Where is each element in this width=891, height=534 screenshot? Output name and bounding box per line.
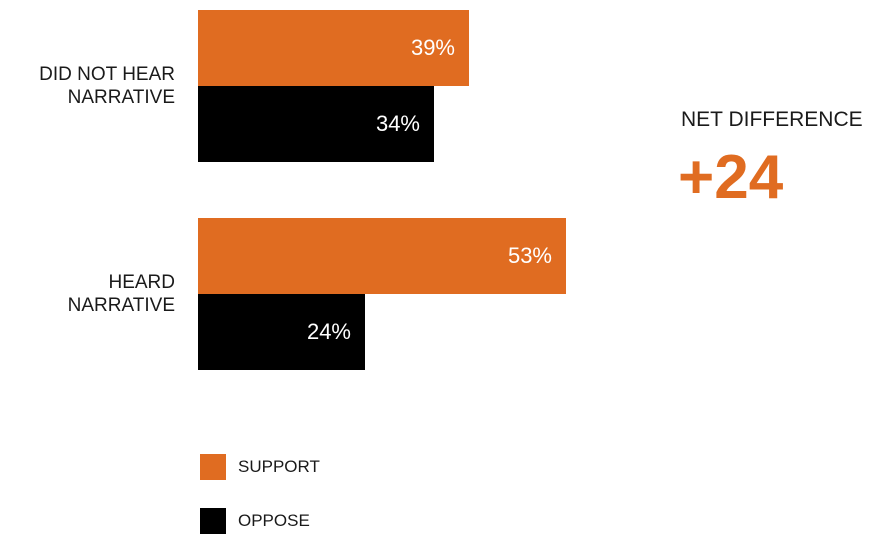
legend-swatch-support bbox=[200, 454, 226, 480]
bar-support: 39% bbox=[198, 10, 469, 86]
data-label: 53% bbox=[507, 243, 552, 268]
category-label: DID NOT HEAR NARRATIVE bbox=[39, 64, 175, 108]
legend-label-oppose: OPPOSE bbox=[238, 511, 310, 530]
legend-swatch-oppose bbox=[200, 508, 226, 534]
bar-oppose: 24% bbox=[198, 294, 365, 370]
bar-support: 53% bbox=[198, 218, 566, 294]
data-label: 24% bbox=[306, 319, 351, 344]
data-label: 39% bbox=[410, 35, 455, 60]
net-difference-value: +24 bbox=[678, 143, 784, 212]
net-difference-title: NET DIFFERENCE bbox=[681, 108, 863, 131]
category-label: HEARD NARRATIVE bbox=[67, 272, 175, 316]
bar-oppose: 34% bbox=[198, 86, 434, 162]
legend-label-support: SUPPORT bbox=[238, 457, 320, 476]
data-label: 34% bbox=[375, 111, 420, 136]
